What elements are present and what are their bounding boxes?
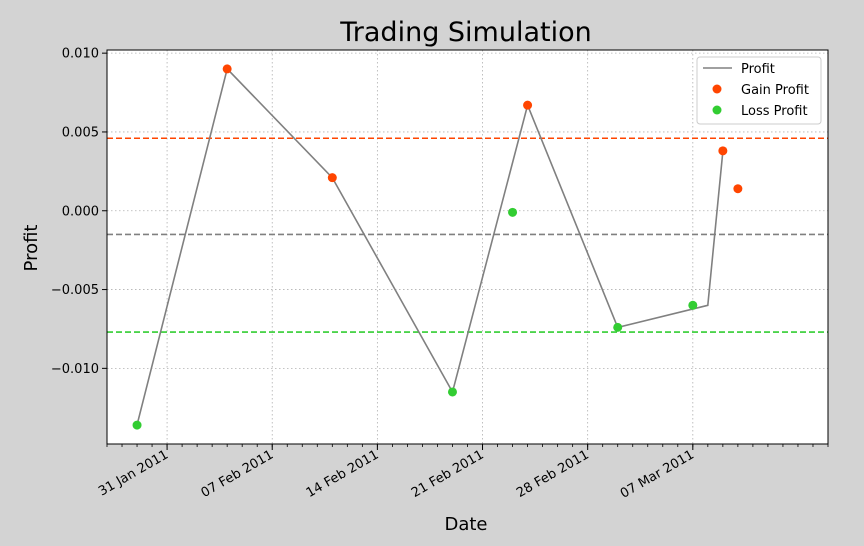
legend-box: [696, 56, 822, 125]
y-axis-label: Profit: [21, 225, 42, 272]
grid-lines: [107, 50, 828, 444]
legend-label-loss: Loss Profit: [741, 104, 808, 119]
gain-point: [523, 100, 533, 110]
chart-title: Trading Simulation: [339, 17, 591, 48]
y-tick-label: −0.010: [51, 362, 99, 377]
gain-point: [327, 173, 337, 183]
legend-label-gain: Gain Profit: [741, 83, 809, 98]
legend-label-profit: Profit: [741, 62, 775, 77]
gain-point: [222, 64, 232, 74]
legend: Profit Gain Profit Loss Profit: [696, 56, 822, 125]
series-points: [132, 64, 743, 430]
loss-point: [447, 387, 457, 397]
loss-point: [132, 420, 142, 430]
loss-point: [613, 322, 623, 332]
legend-gain-swatch: [712, 84, 722, 94]
y-tick-label: 0.000: [62, 204, 99, 219]
gain-point: [733, 184, 743, 194]
y-tick-label: 0.005: [62, 125, 99, 140]
y-tick-label: −0.005: [51, 283, 99, 298]
y-tick-label: 0.010: [62, 47, 99, 62]
loss-point: [508, 207, 518, 217]
gain-point: [718, 146, 728, 156]
legend-loss-swatch: [712, 105, 722, 115]
x-axis-label: Date: [444, 514, 487, 535]
loss-point: [688, 300, 698, 310]
